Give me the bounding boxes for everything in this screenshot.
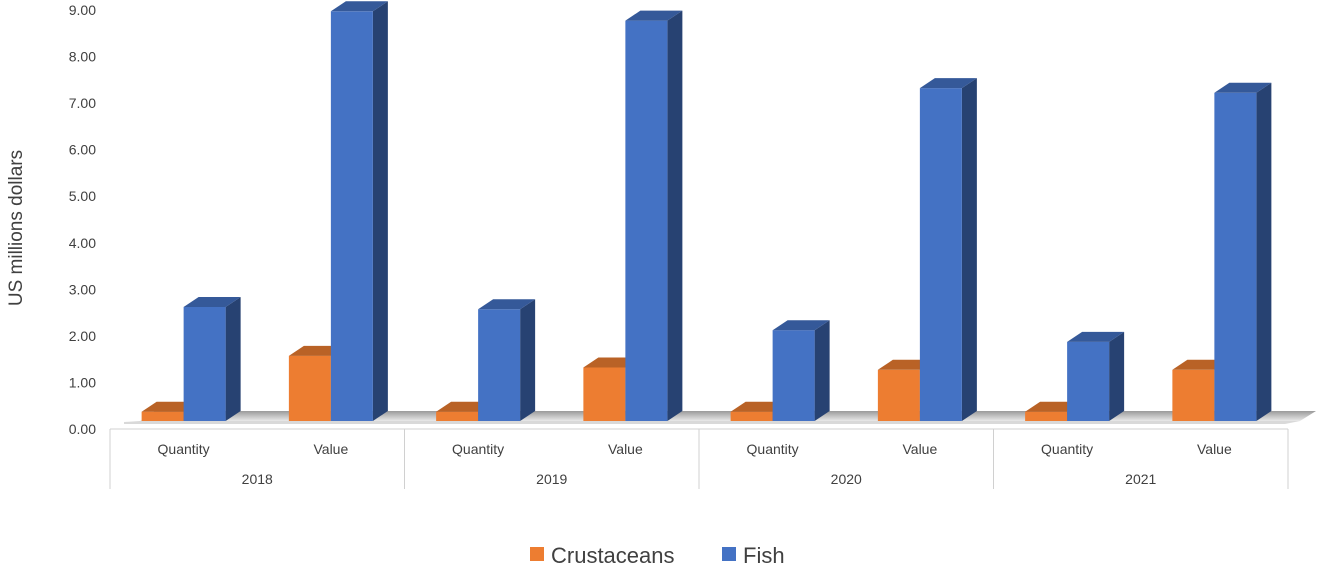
bar-top (183, 296, 241, 307)
bar-fish-2018-value (330, 1, 388, 422)
bar-fish-2020-quantity (772, 320, 830, 421)
legend-label: Fish (743, 543, 785, 568)
y-axis: 0.00 1.00 2.00 3.00 4.00 5.00 6.00 7.00 8.00 9.00 (69, 2, 96, 437)
y-tick-label: 5.00 (69, 188, 96, 204)
bar-front (183, 306, 226, 421)
x-tick-label: Value (313, 441, 348, 457)
x-tick-label: Value (1197, 441, 1232, 457)
legend-item-fish: Fish (722, 543, 785, 568)
bar-fish-2020-value (919, 78, 977, 421)
bar-fish-2021-quantity (1067, 331, 1125, 421)
y-tick-label: 3.00 (69, 281, 96, 297)
y-axis-title: US millions dollars (6, 150, 27, 306)
y-tick-label: 6.00 (69, 142, 96, 158)
x-tick-label: Quantity (747, 441, 799, 457)
x-tick-label: Quantity (452, 441, 504, 457)
bar-top (1214, 82, 1272, 93)
legend-swatch (530, 547, 544, 561)
bar-front (330, 11, 373, 422)
bar-fish-2018-quantity (183, 296, 241, 421)
legend: Crustaceans Fish (530, 543, 785, 568)
bar-side (667, 10, 683, 421)
bar-fish-2019-value (625, 10, 683, 421)
legend-label: Crustaceans (551, 543, 675, 568)
bar-fish-2019-quantity (478, 299, 536, 421)
bar-front (919, 88, 962, 421)
bar-front (625, 20, 668, 421)
bar-fish-2021-value (1214, 82, 1272, 422)
bar-front (1214, 92, 1257, 422)
bar-front (141, 411, 184, 421)
bar-top (772, 320, 830, 331)
bar-front (478, 309, 521, 421)
group-label: 2021 (1125, 471, 1156, 487)
group-label: 2019 (536, 471, 567, 487)
y-tick-label: 7.00 (69, 95, 96, 111)
bar-front (1172, 369, 1215, 421)
bar-top (478, 299, 536, 310)
x-tick-label: Quantity (1041, 441, 1093, 457)
bar-side (814, 320, 830, 421)
floor-top (140, 411, 1316, 421)
bar-side (520, 299, 536, 421)
bars (141, 1, 1272, 422)
chart-floor (124, 411, 1316, 424)
floor-front (124, 421, 1300, 424)
bar-front (772, 330, 815, 421)
bar-front (730, 411, 773, 421)
x-tick-label: Value (608, 441, 643, 457)
bar-front (288, 355, 331, 421)
group-label: 2020 (831, 471, 862, 487)
x-axis: Quantity Value Quantity Value Quantity Value Q… (109, 428, 1289, 489)
bar-top (1067, 331, 1125, 342)
y-tick-label: 8.00 (69, 49, 96, 65)
bar-front (877, 369, 920, 421)
y-tick-label: 9.00 (69, 2, 96, 18)
y-tick-label: 1.00 (69, 374, 96, 390)
bar-side (1109, 331, 1125, 421)
bar-top (919, 78, 977, 89)
y-tick-label: 0.00 (69, 421, 96, 437)
legend-item-crustaceans: Crustaceans (530, 543, 675, 568)
bar-front (436, 411, 479, 421)
y-tick-label: 2.00 (69, 328, 96, 344)
legend-swatch (722, 547, 736, 561)
bar-front (583, 367, 626, 421)
bar-side (372, 1, 388, 422)
bar-top (330, 1, 388, 12)
bar-top (625, 10, 683, 21)
bar-side (225, 296, 241, 421)
y-tick-label: 4.00 (69, 235, 96, 251)
x-tick-label: Value (902, 441, 937, 457)
bar-front (1067, 341, 1110, 421)
bar-front (1025, 411, 1068, 421)
bar-side (961, 78, 977, 421)
bar-side (1256, 82, 1272, 422)
group-label: 2018 (242, 471, 273, 487)
x-tick-label: Quantity (158, 441, 210, 457)
